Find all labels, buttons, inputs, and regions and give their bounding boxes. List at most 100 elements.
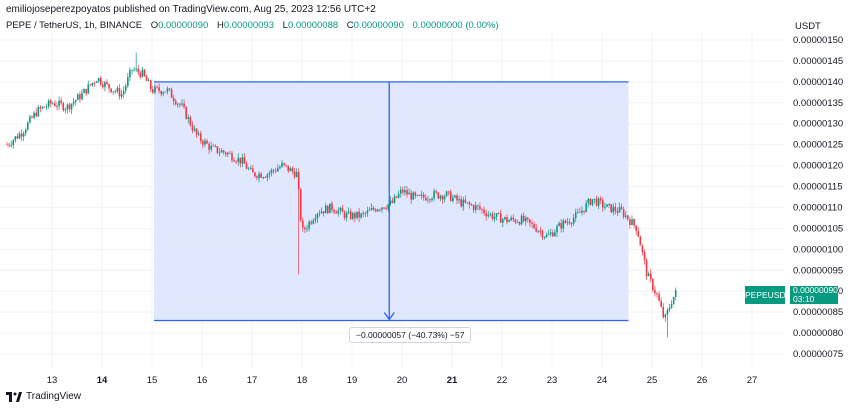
price-tick-label: 0.00000110 <box>793 202 843 213</box>
candle-body <box>189 117 192 126</box>
candle-body <box>181 103 183 105</box>
candle-body <box>654 289 656 294</box>
candle-body <box>118 88 121 97</box>
candle-body <box>139 72 142 77</box>
candle-body <box>574 212 577 218</box>
candle-body <box>493 216 496 219</box>
candle-body <box>258 173 260 179</box>
candle-body <box>429 199 431 201</box>
candle-body <box>266 174 269 178</box>
candle-body <box>668 307 671 310</box>
candle-body <box>106 82 108 85</box>
candle-body <box>612 206 615 213</box>
candle-body <box>420 194 423 196</box>
candle-body <box>391 200 394 203</box>
candle-body <box>343 211 346 218</box>
candle-body <box>568 221 571 224</box>
open-value: 0.00000090 <box>158 20 209 31</box>
candle-body <box>93 82 96 84</box>
candle-body <box>87 84 90 94</box>
price-tick-label: 0.00000125 <box>793 140 843 151</box>
candle-body <box>433 191 435 199</box>
candle-body <box>224 152 227 155</box>
candle-body <box>354 213 356 219</box>
candle-body <box>427 199 429 201</box>
candle-body <box>199 133 202 141</box>
candle-body <box>549 232 552 235</box>
candle-body <box>664 314 667 318</box>
candle-body <box>635 225 637 232</box>
candle-body <box>256 176 258 179</box>
candle-body <box>633 219 635 226</box>
candle-body <box>124 85 127 91</box>
candle-body <box>587 199 590 204</box>
low-value: 0.00000088 <box>287 20 339 31</box>
candle-body <box>449 191 452 201</box>
candle-body <box>77 94 79 100</box>
candle-body <box>370 207 373 210</box>
candle-body <box>452 197 454 201</box>
candle-body <box>614 206 617 212</box>
time-tick-label: 17 <box>247 375 258 386</box>
candle-body <box>35 112 37 117</box>
candle-body <box>649 273 652 280</box>
candle-body <box>604 206 606 208</box>
candle-body <box>506 217 508 222</box>
candle-body <box>491 213 494 219</box>
candle-body <box>662 306 665 318</box>
candle-body <box>547 234 550 235</box>
candle-body <box>660 300 662 307</box>
candle-body <box>49 100 52 104</box>
candle-body <box>502 219 504 223</box>
candle-body <box>249 168 252 170</box>
candle-body <box>545 234 548 237</box>
candle-body <box>274 170 277 172</box>
candle-body <box>91 82 94 86</box>
candle-body <box>318 213 321 215</box>
currency-label: USDT <box>795 21 821 32</box>
candle-body <box>335 212 337 214</box>
candle-body <box>66 104 69 110</box>
candle-body <box>372 207 375 210</box>
candle-body <box>52 103 54 105</box>
candle-body <box>308 221 310 229</box>
price-tick-label: 0.00000115 <box>793 182 843 193</box>
price-tick-label: 0.00000130 <box>793 119 843 130</box>
candle-body <box>264 177 267 179</box>
candle-body <box>608 204 610 205</box>
candle-body <box>622 209 625 217</box>
candle-body <box>387 204 390 209</box>
candle-body <box>577 212 579 213</box>
candle-body <box>6 144 8 146</box>
candle-body <box>352 213 354 219</box>
candle-body <box>247 168 250 170</box>
candle-body <box>114 91 117 93</box>
measure-result-label: −0.00000057 (−40.73%) −57 <box>349 327 472 343</box>
candle-body <box>499 213 502 223</box>
close-value: 0.00000090 <box>353 20 404 31</box>
candle-body <box>281 163 283 167</box>
time-tick-label: 22 <box>497 375 508 386</box>
candle-body <box>133 69 135 71</box>
price-tick-label: 0.00000140 <box>793 77 843 88</box>
candle-body <box>518 222 521 225</box>
candle-body <box>597 198 600 206</box>
candle-body <box>364 213 367 215</box>
tradingview-logo-icon <box>6 391 22 402</box>
candle-body <box>10 145 12 146</box>
candle-body <box>631 219 633 225</box>
candle-body <box>533 223 535 229</box>
candle-body <box>641 245 644 252</box>
symbol-name[interactable]: PEPE / TetherUS, 1h, BINANCE <box>6 20 143 31</box>
candle-body <box>68 104 71 110</box>
time-tick-label: 26 <box>697 375 708 386</box>
candle-body <box>168 88 171 90</box>
footer-brand[interactable]: TradingView <box>26 391 82 402</box>
candle-body <box>279 166 281 169</box>
candle-body <box>331 203 333 210</box>
candle-body <box>643 251 646 261</box>
candle-body <box>560 223 562 229</box>
candle-body <box>435 191 437 193</box>
candle-body <box>424 197 427 201</box>
